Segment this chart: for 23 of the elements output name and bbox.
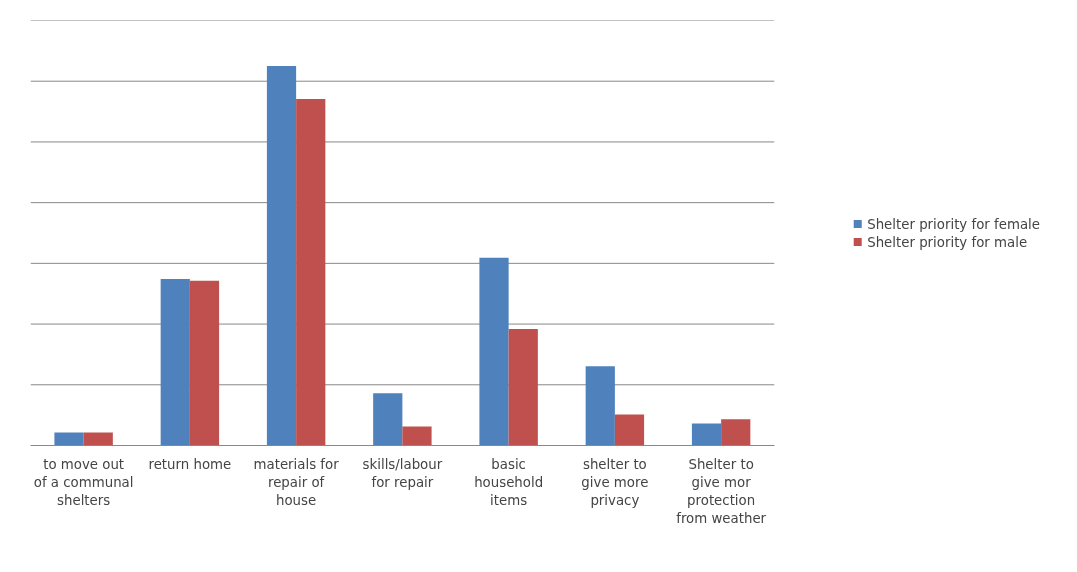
x-tick-label: to move out of a communal shelters [33,456,134,508]
bar [296,99,326,446]
x-tick-label: basic household items [474,456,544,508]
x-tick-label: return home [148,456,232,472]
bar [160,278,190,446]
bar [402,426,432,446]
bar [691,423,722,446]
x-tick-label: Shelter to give mor protection from weather [676,456,767,526]
bar [266,66,297,446]
bar [479,257,509,446]
bar [54,432,84,446]
legend-label: Shelter priority for male [867,234,1028,249]
bar [373,393,403,446]
bar [189,280,220,446]
bar [721,419,751,446]
bar [508,329,538,446]
legend-label: Shelter priority for female [867,216,1040,231]
x-tick-label: skills/labour for repair [362,456,443,490]
bar [585,366,615,446]
x-tick-label: materials for repair of house [253,456,340,508]
bar [614,414,645,446]
bar [83,432,113,446]
x-tick-label: shelter to give more privacy [581,456,649,508]
